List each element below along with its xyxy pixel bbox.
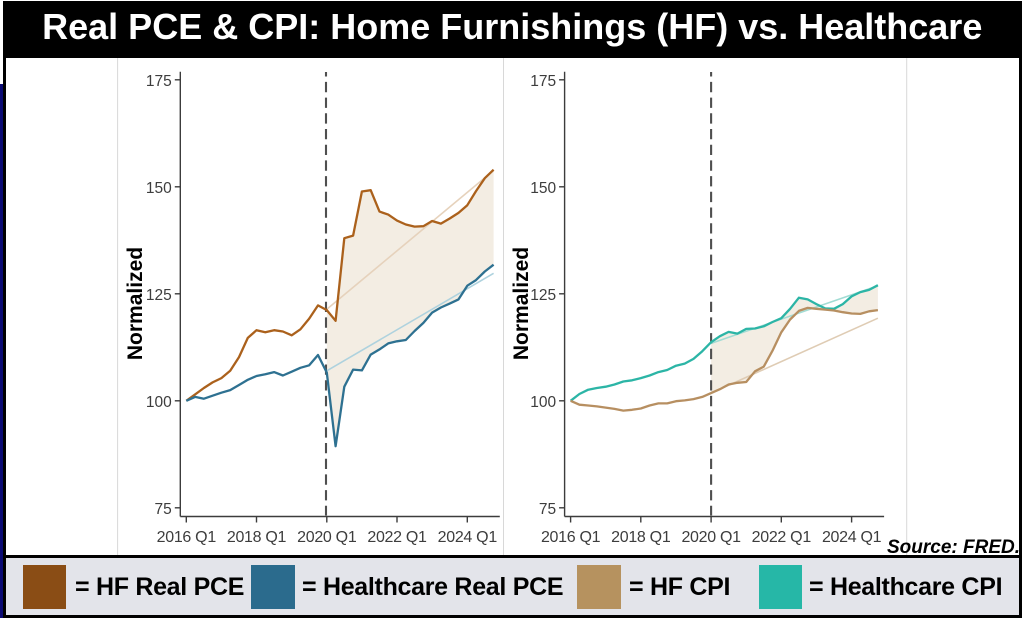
svg-text:2018 Q1: 2018 Q1 bbox=[611, 529, 671, 546]
svg-text:100: 100 bbox=[530, 394, 556, 411]
svg-text:175: 175 bbox=[146, 73, 172, 90]
svg-text:175: 175 bbox=[530, 73, 556, 90]
svg-text:2022 Q1: 2022 Q1 bbox=[752, 529, 812, 546]
svg-text:150: 150 bbox=[530, 180, 556, 197]
svg-text:125: 125 bbox=[530, 287, 556, 304]
svg-text:2024 Q1: 2024 Q1 bbox=[438, 529, 498, 546]
svg-text:2022 Q1: 2022 Q1 bbox=[367, 529, 427, 546]
svg-text:75: 75 bbox=[539, 501, 556, 518]
svg-text:125: 125 bbox=[146, 287, 172, 304]
svg-text:2018 Q1: 2018 Q1 bbox=[227, 529, 287, 546]
svg-text:2020 Q1: 2020 Q1 bbox=[297, 529, 357, 546]
svg-text:100: 100 bbox=[146, 394, 172, 411]
svg-text:2020 Q1: 2020 Q1 bbox=[681, 529, 741, 546]
svg-text:150: 150 bbox=[146, 180, 172, 197]
svg-text:2024 Q1: 2024 Q1 bbox=[822, 529, 882, 546]
svg-text:2016 Q1: 2016 Q1 bbox=[157, 529, 217, 546]
svg-text:Normalized: Normalized bbox=[510, 247, 533, 360]
svg-text:2016 Q1: 2016 Q1 bbox=[541, 529, 601, 546]
svg-text:Normalized: Normalized bbox=[124, 247, 147, 360]
svg-text:75: 75 bbox=[155, 501, 172, 518]
